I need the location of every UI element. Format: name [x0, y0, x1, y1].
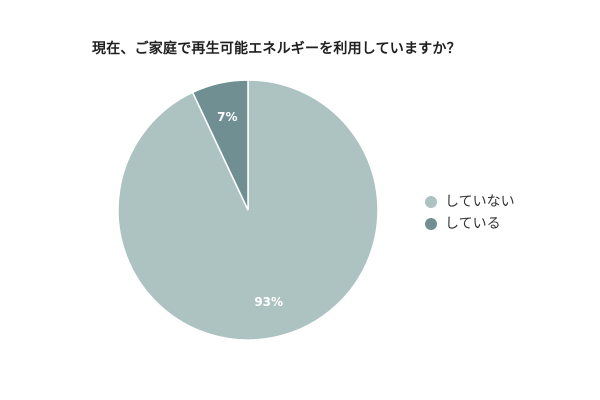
- legend-label-not-using: していない: [445, 194, 515, 210]
- chart-legend: していない している: [425, 191, 515, 235]
- legend-swatch-using: [425, 218, 437, 230]
- legend-label-using: している: [445, 216, 501, 232]
- legend-swatch-not-using: [425, 196, 437, 208]
- legend-item-not-using: していない: [425, 191, 515, 213]
- pie-label-using: 7%: [217, 110, 237, 124]
- pie-slice-using: [191, 79, 249, 211]
- pie-label-not-using: 93%: [254, 295, 283, 309]
- chart-title: 現在、ご家庭で再生可能エネルギーを利用していますか？: [92, 41, 461, 57]
- legend-item-using: している: [425, 213, 515, 235]
